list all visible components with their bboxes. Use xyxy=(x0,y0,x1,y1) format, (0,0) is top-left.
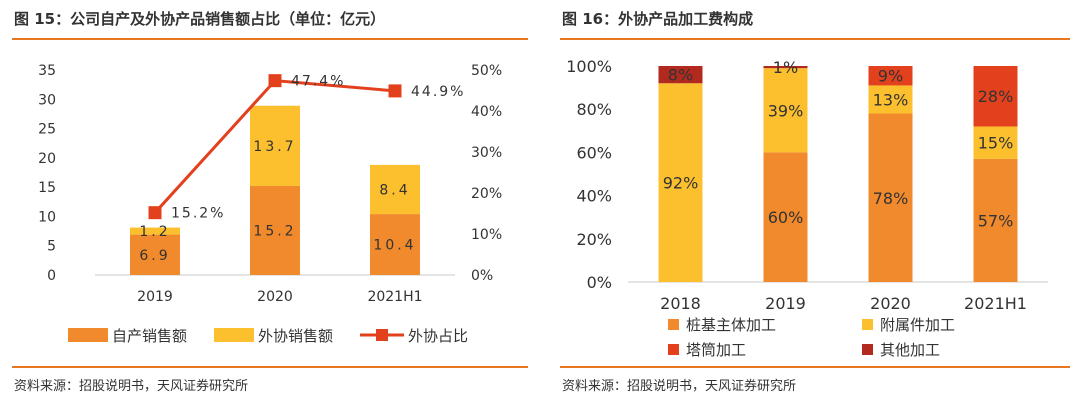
right-bar-value-label: 15% xyxy=(978,134,1014,153)
left-y2-tick-label: 20% xyxy=(471,186,502,202)
right-bar-value-label: 57% xyxy=(978,211,1014,230)
left-bar-value-label: 10.4 xyxy=(373,238,416,254)
right-legend-label: 其他加工 xyxy=(880,341,940,359)
right-bar-segment xyxy=(763,66,808,69)
right-bar-segment xyxy=(868,113,913,283)
left-legend-swatch xyxy=(214,328,254,342)
right-bar-segment xyxy=(868,85,913,114)
right-bar-segment xyxy=(973,66,1018,127)
right-x-tick-label: 2021H1 xyxy=(964,294,1027,313)
left-chart-panel: 图 15：公司自产及外协产品销售额占比（单位：亿元） 0 5 10 15 20 25 30 3… xyxy=(12,10,528,394)
left-bar-self-produced xyxy=(130,234,180,275)
right-chart-title: 图 16：外协产品加工费构成 xyxy=(562,10,754,28)
left-y-tick-label: 0 xyxy=(47,268,56,284)
right-y-tick-label: 80% xyxy=(576,100,612,119)
left-y-tick-label: 35 xyxy=(38,63,56,79)
left-line-value-label: 47.4% xyxy=(291,74,345,90)
left-bar-self-produced xyxy=(250,185,300,275)
left-y-tick-label: 30 xyxy=(38,92,56,108)
left-y2-tick-label: 10% xyxy=(471,227,502,243)
left-bar-value-label: 1.2 xyxy=(139,224,170,240)
left-line-marker xyxy=(268,74,282,88)
left-source-note: 资料来源：招股说明书，天风证券研究所 xyxy=(14,379,249,394)
left-legend-label: 外协占比 xyxy=(408,327,468,345)
right-y-tick-label: 20% xyxy=(576,230,612,249)
right-y-tick-label: 100% xyxy=(566,57,612,76)
left-bar-outsourced xyxy=(250,105,300,186)
right-legend-swatch xyxy=(668,319,679,330)
left-bar-value-label: 15.2 xyxy=(253,223,296,239)
left-y2-tick-label: 0% xyxy=(471,268,493,284)
right-y-tick-label: 60% xyxy=(576,143,612,162)
right-chart-svg: 0% 20% 40% 60% 80% 100% 92% 8% 2018 60% 39% 1% 2019 7… xyxy=(566,57,1048,359)
right-x-tick-label: 2019 xyxy=(765,294,806,313)
right-bar-segment xyxy=(658,66,703,84)
left-y2-tick-label: 40% xyxy=(471,104,502,120)
right-bar-segment xyxy=(868,66,913,86)
right-y-tick-label: 40% xyxy=(576,187,612,206)
right-bar-value-label: 78% xyxy=(873,189,909,208)
right-x-tick-label: 2020 xyxy=(870,294,911,313)
right-bar-segment xyxy=(658,83,703,282)
right-bar-segment xyxy=(973,158,1018,282)
left-line-marker xyxy=(148,206,162,220)
left-bar-outsourced xyxy=(130,227,180,235)
left-bar-self-produced xyxy=(370,214,420,275)
right-bar-value-label: 60% xyxy=(768,208,804,227)
right-y-tick-label: 0% xyxy=(587,273,612,292)
right-legend-swatch xyxy=(862,319,873,330)
left-y-tick-label: 20 xyxy=(38,151,56,167)
right-bar-segment xyxy=(763,152,808,282)
left-legend-swatch xyxy=(68,328,108,342)
right-x-tick-label: 2018 xyxy=(660,294,701,313)
right-source-divider xyxy=(560,366,1070,368)
right-legend-label: 塔筒加工 xyxy=(686,341,746,359)
left-y2-tick-label: 30% xyxy=(471,145,502,161)
left-y-tick-label: 10 xyxy=(38,209,56,225)
right-bar-value-label: 28% xyxy=(978,87,1014,106)
left-line-value-label: 15.2% xyxy=(171,206,225,222)
right-title-divider xyxy=(560,38,1070,40)
left-line-marker xyxy=(388,84,402,98)
right-bar-segment xyxy=(763,68,808,153)
left-bar-outsourced xyxy=(370,164,420,215)
right-legend-label: 附属件加工 xyxy=(880,316,955,334)
left-bar-value-label: 13.7 xyxy=(253,139,296,155)
left-legend-label: 自产销售额 xyxy=(112,327,187,345)
right-bar-value-label: 1% xyxy=(773,58,798,77)
right-bar-value-label: 13% xyxy=(873,90,909,109)
left-line-value-label: 44.9% xyxy=(411,84,465,100)
right-legend-swatch xyxy=(668,344,679,355)
left-bar-value-label: 8.4 xyxy=(379,182,410,198)
left-title-divider xyxy=(12,38,528,40)
right-legend-label: 桩基主体加工 xyxy=(686,316,776,334)
left-legend-line-marker xyxy=(376,329,388,341)
right-bar-value-label: 8% xyxy=(668,66,693,85)
left-y2-tick-label: 50% xyxy=(471,63,502,79)
right-source-note: 资料来源：招股说明书，天风证券研究所 xyxy=(562,379,797,394)
left-y-tick-label: 15 xyxy=(38,180,56,196)
left-y-tick-label: 5 xyxy=(47,239,56,255)
left-bar-value-label: 6.9 xyxy=(139,248,170,264)
right-bar-value-label: 92% xyxy=(663,174,699,193)
right-legend-swatch xyxy=(862,344,873,355)
left-source-divider xyxy=(12,366,528,368)
left-legend-label: 外协销售额 xyxy=(258,327,333,345)
right-chart-panel: 图 16：外协产品加工费构成 0% 20% 40% 60% 80% 100% 92% 8% 20… xyxy=(548,0,1080,405)
left-x-tick-label: 2019 xyxy=(137,289,173,305)
left-x-tick-label: 2021H1 xyxy=(367,289,422,305)
left-chart-svg: 0 5 10 15 20 25 30 35 0% 10% 20% 30% 40% 50% 6.9 1.2 201… xyxy=(38,63,502,345)
right-bar-value-label: 39% xyxy=(768,101,804,120)
left-y-tick-label: 25 xyxy=(38,122,56,138)
right-bar-segment xyxy=(973,126,1018,159)
right-bar-value-label: 9% xyxy=(878,67,903,86)
left-chart-title: 图 15：公司自产及外协产品销售额占比（单位：亿元） xyxy=(14,10,386,28)
left-x-tick-label: 2020 xyxy=(257,289,293,305)
